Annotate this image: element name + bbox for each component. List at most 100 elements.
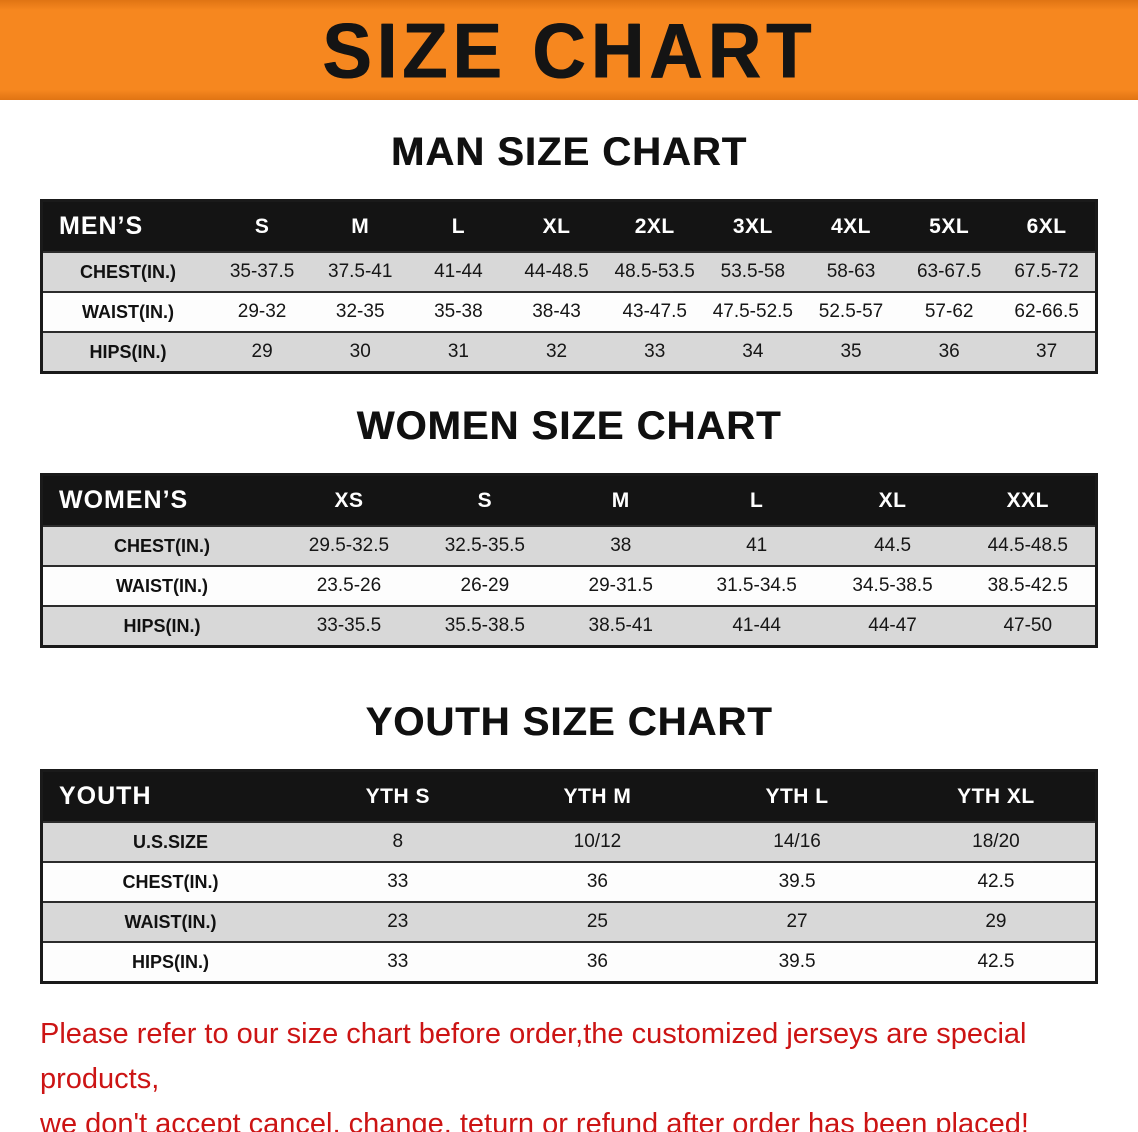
cell-value: 34 (742, 341, 764, 362)
table-corner-label: YOUTH (41, 770, 298, 822)
cell-value: 29-31.5 (588, 575, 653, 596)
banner: SIZE CHART (0, 0, 1138, 100)
cell-value: 34.5-38.5 (852, 575, 933, 596)
cell-value: 31.5-34.5 (716, 575, 797, 596)
row-label: HIPS(IN.) (131, 951, 209, 972)
cell-value: 58-63 (826, 261, 876, 282)
table-header-row: MEN’S S M L XL 2XL 3XL 4XL 5XL 6XL (41, 200, 1097, 252)
cell-value: 38.5-42.5 (987, 575, 1068, 596)
disclaimer-line-1: Please refer to our size chart before or… (40, 1018, 1027, 1095)
table-row: HIPS(IN.) 33-35.5 35.5-38.5 38.5-41 41-44 44-… (41, 606, 1097, 647)
row-label: CHEST(IN.) (114, 535, 210, 556)
men-section-heading: MAN SIZE CHART (390, 130, 748, 174)
cell-value: 18/20 (972, 831, 1020, 852)
cell-value: 26-29 (460, 575, 510, 596)
column-header: XXL (960, 474, 1097, 526)
cell-value: 53.5-58 (720, 261, 786, 282)
cell-value: 10/12 (573, 831, 622, 852)
column-header: L (688, 474, 825, 526)
cell-value: 38-43 (532, 301, 581, 322)
table-row: WAIST(IN.) 23.5-26 26-29 29-31.5 31.5-34.5 34… (41, 566, 1097, 606)
cell-value: 36 (586, 871, 608, 892)
cell-value: 41-44 (434, 261, 483, 282)
cell-value: 44-47 (868, 615, 917, 636)
cell-value: 23.5-26 (316, 575, 382, 596)
column-header: L (409, 200, 508, 252)
disclaimer-note: Please refer to our size chart before or… (40, 1012, 1098, 1132)
cell-value: 37 (1036, 341, 1058, 362)
cell-value: 8 (392, 831, 404, 852)
column-header: XL (824, 474, 961, 526)
cell-value: 33 (387, 871, 409, 892)
cell-value: 27 (786, 911, 808, 932)
cell-value: 57-62 (924, 301, 974, 322)
table-row: U.S.SIZE 8 10/12 14/16 18/20 (41, 822, 1097, 862)
table-header-row: YOUTH YTH S YTH M YTH L YTH XL (41, 770, 1097, 822)
column-header: YTH S (298, 770, 498, 822)
column-header: 4XL (801, 200, 901, 252)
cell-value: 48.5-53.5 (614, 261, 695, 282)
cell-value: 14/16 (773, 831, 821, 852)
cell-value: 47-50 (1003, 615, 1053, 636)
cell-value: 33-35.5 (316, 615, 382, 636)
table-row: CHEST(IN.) 35-37.5 37.5-41 41-44 44-48.5 48.5… (41, 252, 1097, 292)
women-size-table: WOMEN’S XS S M L XL XXL CHEST(IN.) 29.5-32.5 32.5… (40, 473, 1098, 648)
youth-size-chart-section: YOUTH SIZE CHART YOUTH YTH S YTH M YTH L YTH… (0, 700, 1138, 984)
row-label: CHEST(IN.) (122, 871, 219, 892)
cell-value: 63-67.5 (916, 261, 982, 282)
cell-value: 44.5-48.5 (987, 535, 1068, 556)
table-corner-label: WOMEN’S (41, 474, 281, 526)
cell-value: 29-32 (237, 301, 287, 322)
column-header: YTH XL (896, 770, 1097, 822)
column-header: S (416, 474, 553, 526)
table-header-row: WOMEN’S XS S M L XL XXL (41, 474, 1097, 526)
table-row: HIPS(IN.) 33 36 39.5 42.5 (41, 942, 1097, 983)
cell-value: 39.5 (778, 871, 816, 892)
cell-value: 37.5-41 (328, 261, 393, 282)
cell-value: 41-44 (732, 615, 781, 636)
column-header: M (552, 474, 689, 526)
row-label: HIPS(IN.) (89, 341, 167, 362)
column-header: YTH M (497, 770, 698, 822)
column-header: S (213, 200, 312, 252)
cell-value: 33 (644, 341, 666, 362)
column-header: M (311, 200, 410, 252)
cell-value: 62-66.5 (1014, 301, 1079, 322)
page-title: SIZE CHART (322, 6, 816, 94)
cell-value: 39.5 (778, 951, 816, 972)
cell-value: 43-47.5 (622, 301, 687, 322)
row-label: U.S.SIZE (132, 831, 208, 852)
row-label: WAIST(IN.) (124, 911, 217, 932)
cell-value: 35 (840, 341, 862, 362)
cell-value: 38 (610, 535, 632, 556)
disclaimer-line-2: we don't accept cancel, change, teturn o… (40, 1107, 1029, 1132)
table-row: CHEST(IN.) 33 36 39.5 42.5 (41, 862, 1097, 902)
row-label: HIPS(IN.) (123, 615, 201, 636)
cell-value: 44.5 (874, 535, 912, 556)
cell-value: 36 (938, 341, 960, 362)
column-header: YTH L (697, 770, 897, 822)
youth-section-heading: YOUTH SIZE CHART (365, 700, 773, 744)
table-row: WAIST(IN.) 29-32 32-35 35-38 38-43 43-47.5 47.… (41, 292, 1097, 332)
table-row: CHEST(IN.) 29.5-32.5 32.5-35.5 38 41 44.5 44.5… (41, 526, 1097, 566)
cell-value: 44-48.5 (524, 261, 589, 282)
row-label: CHEST(IN.) (80, 261, 176, 282)
youth-size-table: YOUTH YTH S YTH M YTH L YTH XL U.S.SIZE 8 10/12… (40, 769, 1098, 984)
women-size-chart-section: WOMEN SIZE CHART WOMEN’S XS S M L XL XXL CHEST(… (0, 404, 1138, 648)
cell-value: 33 (387, 951, 409, 972)
cell-value: 47.5-52.5 (712, 301, 793, 322)
cell-value: 32-35 (335, 301, 385, 322)
cell-value: 38.5-41 (588, 615, 653, 636)
cell-value: 41 (746, 535, 768, 556)
cell-value: 52.5-57 (818, 301, 884, 322)
column-header: XL (507, 200, 606, 252)
column-header: 2XL (605, 200, 704, 252)
cell-value: 42.5 (977, 871, 1015, 892)
column-header: 6XL (998, 200, 1097, 252)
cell-value: 29 (985, 911, 1007, 932)
table-row: HIPS(IN.) 29 30 31 32 33 34 35 36 37 (41, 332, 1097, 373)
cell-value: 67.5-72 (1014, 261, 1079, 282)
cell-value: 42.5 (977, 951, 1015, 972)
men-size-chart-section: MAN SIZE CHART MEN’S S M L XL 2XL 3XL 4XL 5XL 6XL… (0, 130, 1138, 374)
